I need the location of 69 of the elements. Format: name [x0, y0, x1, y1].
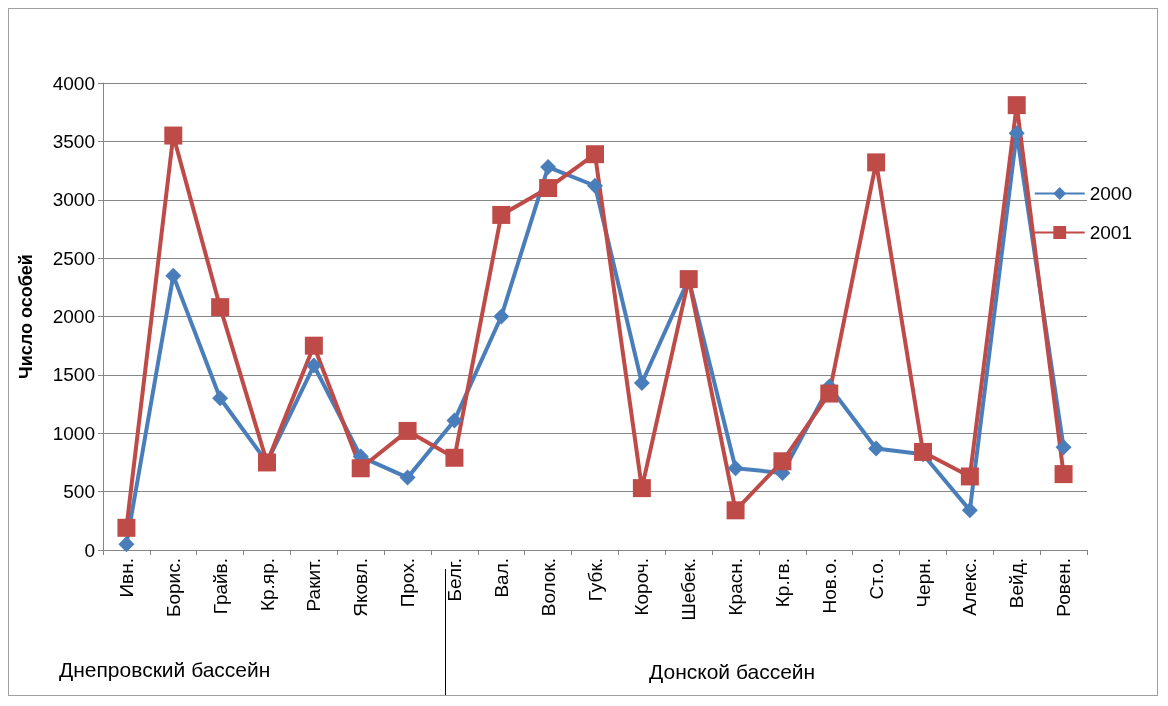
y-axis-title: Число особей: [16, 254, 36, 379]
legend-label: 2000: [1089, 183, 1133, 204]
x-tick-label: Грайв.: [209, 558, 231, 615]
y-tick-label: 0: [84, 539, 95, 561]
point: [304, 336, 323, 355]
point: [165, 267, 182, 284]
x-tick-label: Волок.: [537, 558, 559, 617]
point: [960, 467, 979, 486]
x-tick-label: Черн.: [912, 558, 934, 608]
y-tick-label: 2500: [52, 247, 95, 269]
point: [446, 412, 463, 429]
legend-label: 2001: [1089, 222, 1133, 243]
y-tick-label: 2000: [52, 306, 95, 327]
point: [398, 421, 417, 440]
point: [1055, 439, 1072, 456]
x-tick-label: Борис.: [162, 558, 184, 617]
x-tick-label: Нов.о.: [818, 558, 840, 614]
point: [961, 502, 978, 519]
x-tick-label: Красн.: [725, 558, 747, 616]
point: [727, 460, 744, 477]
point: [633, 375, 650, 392]
text: Днепровский бассейн: [59, 658, 271, 681]
y-tick-label: 3000: [52, 189, 95, 211]
point: [493, 308, 510, 325]
point: [632, 479, 651, 498]
x-tick-label: Короч.: [631, 558, 653, 616]
x-tick-label: Вейд.: [1006, 558, 1028, 609]
point: [539, 179, 558, 198]
point: [212, 390, 229, 407]
y-tick-label: 3500: [52, 130, 95, 152]
x-tick-label: Шебек.: [678, 558, 700, 621]
point: [540, 159, 557, 176]
point: [1008, 125, 1025, 142]
point: [586, 145, 604, 164]
point: [1007, 96, 1026, 115]
x-tick-label: Кр.яр.: [256, 558, 278, 612]
x-tick-label: Вал.: [490, 558, 512, 598]
point: [868, 440, 885, 457]
point: [773, 452, 792, 471]
point: [820, 384, 839, 403]
point: [492, 205, 511, 224]
point: [445, 448, 464, 467]
point: [726, 501, 745, 520]
x-tick-label: Ракит.: [303, 558, 325, 612]
x-tick-label: Губк.: [584, 558, 606, 602]
x-tick-label: Белг.: [443, 558, 465, 602]
point: [118, 536, 135, 553]
y-tick-label: 4000: [52, 72, 95, 94]
point: [305, 357, 322, 374]
point: [351, 459, 370, 478]
x-tick-label: Ивн.: [115, 558, 137, 598]
point: [117, 518, 136, 537]
point: [1054, 465, 1073, 484]
y-tick-label: 500: [63, 481, 95, 503]
x-tick-label: Ровен.: [1053, 558, 1075, 617]
point: [914, 442, 932, 461]
point: [211, 298, 230, 317]
x-tick-label: Прох.: [397, 558, 419, 608]
x-tick-label: Яковл.: [350, 558, 372, 617]
x-tick-label: Кр.гв.: [771, 558, 793, 608]
point: [587, 177, 603, 194]
text: Донской бассейн: [649, 660, 816, 683]
y-tick-label: 1500: [52, 364, 95, 386]
x-tick-label: Алекс.: [959, 558, 981, 616]
point: [164, 126, 183, 145]
point: [867, 153, 886, 172]
x-tick-label: Ст.о.: [865, 558, 887, 600]
y-tick-label: 1000: [52, 422, 95, 444]
point: [399, 469, 416, 486]
